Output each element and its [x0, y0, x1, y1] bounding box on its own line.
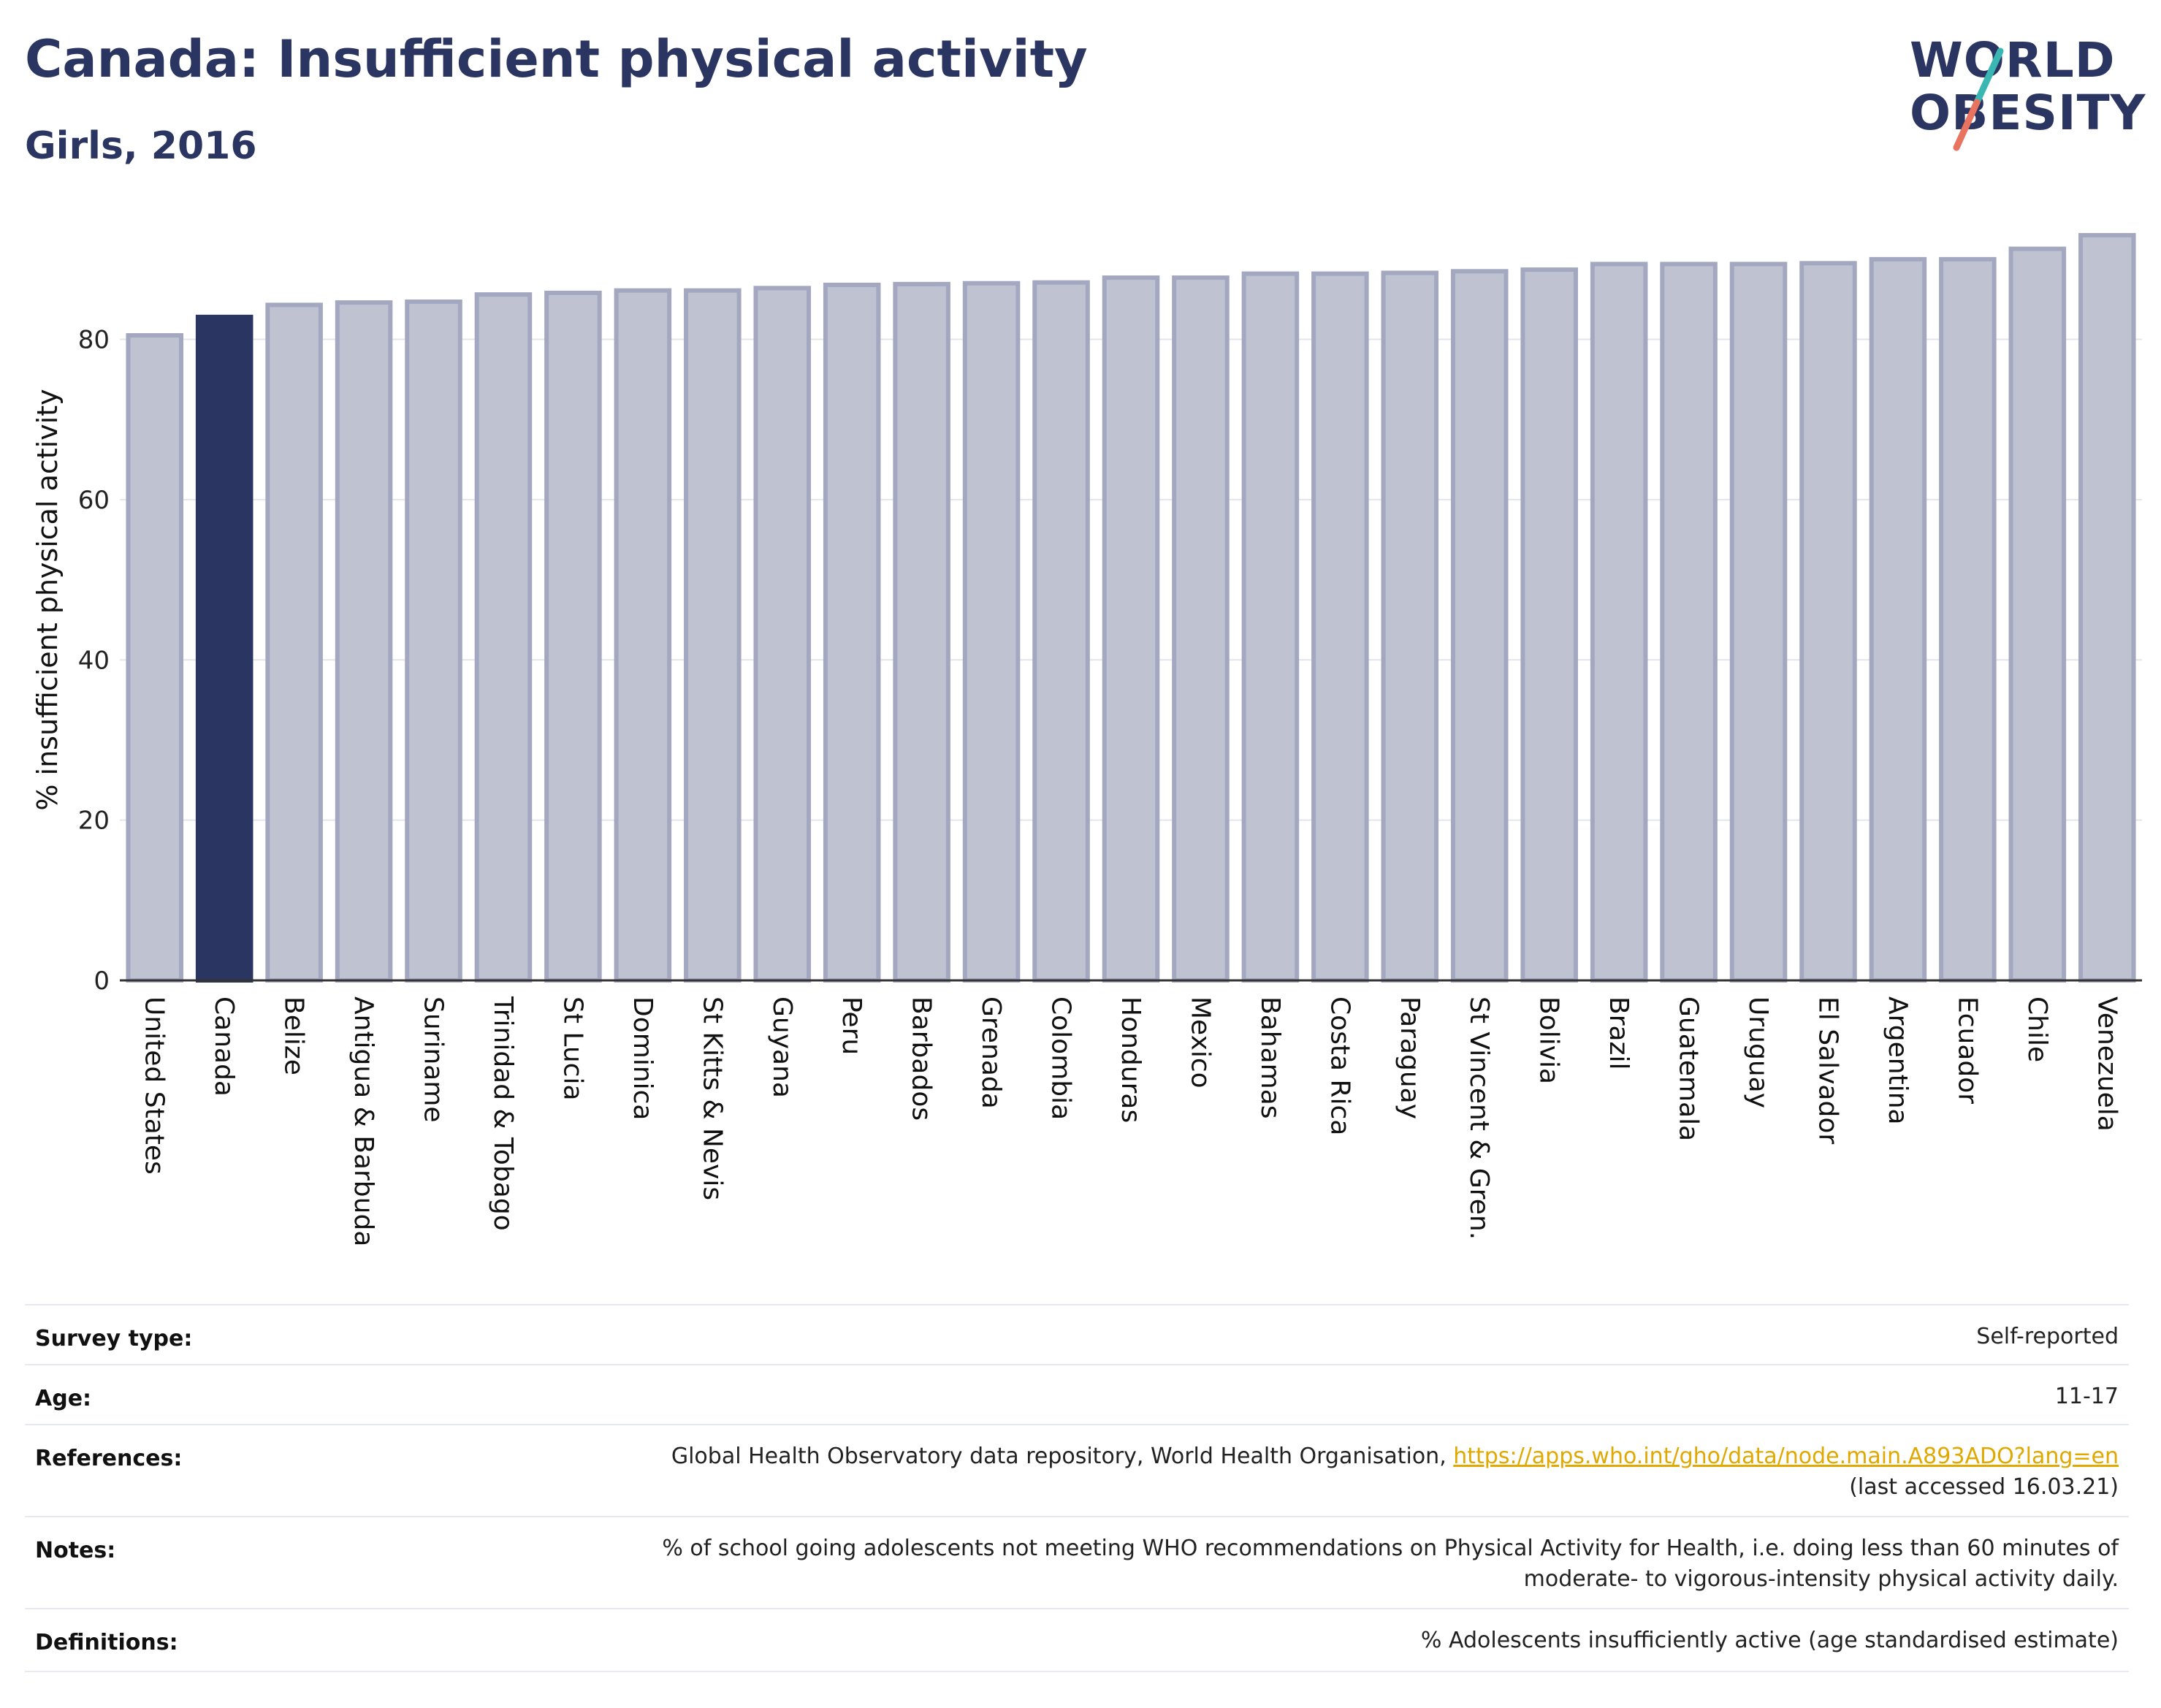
- bar: [823, 282, 881, 983]
- notes-line-2: moderate- to vigorous-intensity physical…: [1523, 1566, 2119, 1592]
- page-subtitle: Girls, 2016: [25, 124, 257, 168]
- x-tick-label: Grenada: [976, 996, 1006, 1109]
- bar: [544, 290, 602, 983]
- y-tick-label: 60: [78, 486, 110, 515]
- x-tick-label: Bolivia: [1534, 996, 1564, 1084]
- bar: [1660, 262, 1718, 983]
- meta-value: 11-17: [2054, 1384, 2119, 1409]
- x-tick-label: Chile: [2022, 996, 2052, 1062]
- x-tick-label: Barbados: [907, 996, 937, 1121]
- y-tick-label: 80: [78, 326, 110, 355]
- bar: [1032, 280, 1090, 983]
- bar: [1172, 275, 1230, 983]
- meta-row-references: References: Global Health Observatory da…: [25, 1424, 2129, 1517]
- bar: [195, 314, 254, 983]
- bar: [1520, 267, 1578, 983]
- x-tick-label: Antigua & Barbuda: [348, 996, 378, 1246]
- bar: [126, 333, 183, 983]
- meta-value: Global Health Observatory data repositor…: [671, 1441, 2119, 1503]
- bar: [405, 299, 462, 983]
- bar: [265, 302, 323, 983]
- y-axis-label: % insufficient physical activity: [31, 389, 64, 810]
- bar: [2008, 246, 2067, 983]
- meta-value: % Adolescents insufficiently active (age…: [1420, 1628, 2119, 1653]
- meta-row-definitions: Definitions: % Adolescents insufficientl…: [25, 1608, 2129, 1672]
- x-tick-label: Dominica: [628, 996, 658, 1121]
- bar: [1311, 271, 1369, 983]
- bar: [1869, 256, 1927, 983]
- x-tick-label: United States: [140, 996, 169, 1175]
- bar: [893, 281, 950, 983]
- x-tick-label: Guyana: [767, 996, 797, 1098]
- bar: [1102, 275, 1160, 983]
- bar: [1381, 270, 1439, 983]
- bar: [474, 292, 533, 983]
- meta-value: Self-reported: [1976, 1324, 2119, 1349]
- x-tick-label: Brazil: [1604, 996, 1634, 1070]
- x-tick-label: St Kitts & Nevis: [697, 996, 727, 1200]
- reference-link[interactable]: https://apps.who.int/gho/data/node.main.…: [1453, 1444, 2119, 1469]
- x-tick-label: Canada: [209, 996, 239, 1097]
- x-tick-label: Paraguay: [1395, 996, 1425, 1119]
- logo-word-2: OBESITY: [1910, 85, 2146, 141]
- reference-accessed: (last accessed 16.03.21): [1849, 1474, 2119, 1500]
- x-tick-label: Mexico: [1185, 996, 1215, 1089]
- page-title: Canada: Insufficient physical activity: [25, 29, 1088, 89]
- meta-value: % of school going adolescents not meetin…: [662, 1533, 2119, 1595]
- bar: [753, 286, 812, 983]
- x-tick-label: Trinidad & Tobago: [488, 996, 518, 1231]
- bar: [1241, 271, 1300, 983]
- x-tick-label: Argentina: [1883, 996, 1913, 1125]
- bar: [2078, 232, 2136, 983]
- logo-slash-icon: [1953, 47, 2004, 151]
- x-tick-label: St Lucia: [557, 996, 587, 1101]
- reference-text: Global Health Observatory data repositor…: [671, 1444, 1454, 1469]
- y-tick-label: 40: [78, 646, 110, 675]
- x-tick-label: Belize: [279, 996, 309, 1075]
- bar-chart: 0 20 40 60 80 % insufficient physical activit…: [31, 232, 2142, 1246]
- x-tick-label: Venezuela: [2092, 996, 2122, 1132]
- bar: [962, 281, 1021, 983]
- world-obesity-logo: WORLD OBESITY: [1907, 29, 2145, 153]
- meta-label: Age:: [35, 1386, 92, 1411]
- x-tick-label: Peru: [836, 996, 866, 1055]
- x-tick-label: Honduras: [1116, 996, 1146, 1123]
- x-tick-label: El Salvador: [1813, 996, 1842, 1144]
- meta-row-notes: Notes: % of school going adolescents not…: [25, 1516, 2129, 1609]
- bar: [335, 300, 393, 983]
- x-tick-label: Suriname: [419, 996, 449, 1123]
- x-tick-label: Uruguay: [1743, 996, 1773, 1108]
- meta-label: References:: [35, 1446, 183, 1471]
- meta-row-survey-type: Survey type: Self-reported: [25, 1304, 2129, 1365]
- x-tick-label: Bahamas: [1255, 996, 1285, 1119]
- bar: [1590, 262, 1648, 983]
- bar: [1799, 261, 1857, 983]
- bar: [1939, 256, 1997, 983]
- logo-word-1: WORLD: [1910, 32, 2116, 88]
- meta-row-age: Age: 11-17: [25, 1364, 2129, 1425]
- bar: [614, 288, 672, 983]
- meta-label: Notes:: [35, 1538, 116, 1563]
- bar: [1450, 269, 1509, 983]
- y-tick-label: 20: [78, 807, 110, 836]
- meta-label: Definitions:: [35, 1630, 178, 1655]
- meta-label: Survey type:: [35, 1326, 193, 1351]
- x-tick-label: Guatemala: [1674, 996, 1704, 1141]
- x-tick-label: Costa Rica: [1325, 996, 1354, 1135]
- x-tick-label: Ecuador: [1952, 996, 1982, 1104]
- x-tick-label: St Vincent & Gren.: [1464, 996, 1494, 1240]
- x-tick-label: Colombia: [1046, 996, 1076, 1120]
- bar: [684, 288, 742, 983]
- metadata-table: Survey type: Self-reported Age: 11-17 Re…: [25, 1304, 2129, 1677]
- notes-line-1: % of school going adolescents not meetin…: [662, 1536, 2119, 1561]
- y-tick-label: 0: [94, 967, 110, 996]
- bar: [1729, 262, 1788, 983]
